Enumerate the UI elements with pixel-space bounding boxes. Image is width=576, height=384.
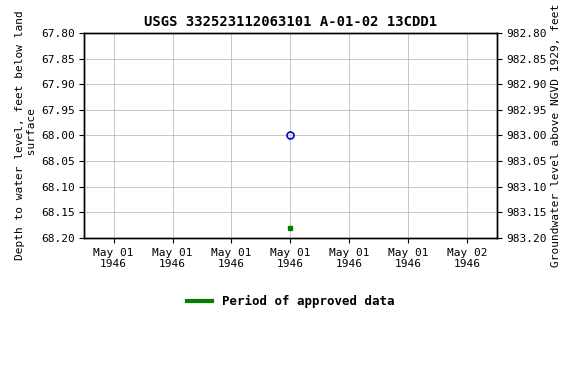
Y-axis label: Depth to water level, feet below land
 surface: Depth to water level, feet below land su… [15,10,37,260]
Title: USGS 332523112063101 A-01-02 13CDD1: USGS 332523112063101 A-01-02 13CDD1 [144,15,437,29]
Y-axis label: Groundwater level above NGVD 1929, feet: Groundwater level above NGVD 1929, feet [551,4,561,267]
Legend: Period of approved data: Period of approved data [181,290,399,313]
